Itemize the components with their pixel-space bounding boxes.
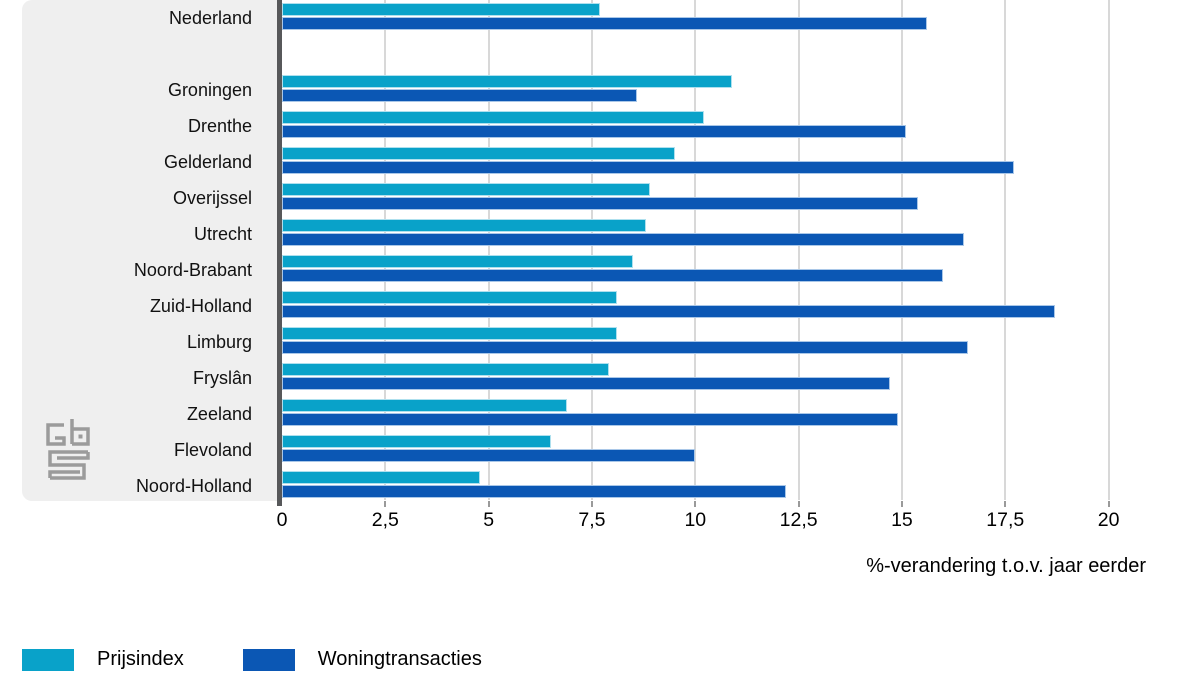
bar-woningtransacties-limburg: [282, 341, 969, 354]
bar-woningtransacties-gelderland: [282, 161, 1014, 174]
category-label: Zeeland: [186, 404, 252, 424]
x-axis-tick-label: 12,5: [779, 509, 818, 531]
category-label: Zuid-Holland: [149, 296, 252, 316]
bar-prijsindex-utrecht: [282, 219, 646, 232]
y-axis-line: [277, 0, 282, 506]
legend-item-prijsindex: Prijsindex: [22, 648, 184, 671]
x-axis-tick: [487, 501, 490, 507]
bar-woningtransacties-drenthe: [282, 125, 907, 138]
bar-prijsindex-drenthe: [282, 111, 704, 124]
x-axis-tick-label: 0: [276, 509, 288, 531]
category-label: Nederland: [168, 8, 252, 28]
x-axis-tick: [900, 501, 903, 507]
gridline: [1004, 0, 1007, 500]
bar-prijsindex-limburg: [282, 327, 617, 340]
x-axis-tick-label: 10: [684, 509, 707, 531]
bar-woningtransacties-fryslân: [282, 377, 890, 390]
x-axis-tick: [1004, 501, 1007, 507]
category-label: Fryslân: [192, 368, 252, 388]
x-axis-tick-label: 20: [1097, 509, 1120, 531]
plot-area: [282, 0, 1150, 500]
x-axis-tick: [694, 501, 697, 507]
gridline: [1107, 0, 1110, 500]
bar-prijsindex-noord-holland: [282, 471, 481, 484]
gridline: [797, 0, 800, 500]
x-axis-tick: [1107, 501, 1110, 507]
legend-label: Prijsindex: [97, 648, 184, 670]
category-label: Flevoland: [173, 440, 252, 460]
x-axis-tick: [590, 501, 593, 507]
category-label: Groningen: [167, 80, 252, 100]
bar-woningtransacties-utrecht: [282, 233, 964, 246]
bar-prijsindex-zuid-holland: [282, 291, 617, 304]
legend: Prijsindex Woningtransacties: [22, 648, 482, 671]
bar-woningtransacties-flevoland: [282, 449, 696, 462]
bar-prijsindex-flevoland: [282, 435, 551, 448]
x-axis-tick-label: 17,5: [986, 509, 1025, 531]
gridline: [694, 0, 697, 500]
prijsindex-swatch-icon: [22, 648, 74, 671]
bar-prijsindex-fryslân: [282, 363, 609, 376]
category-label: Noord-Brabant: [133, 260, 252, 280]
x-axis-tick: [797, 501, 800, 507]
bar-woningtransacties-overijssel: [282, 197, 919, 210]
cbs-logo: [46, 419, 90, 480]
bar-prijsindex-gelderland: [282, 147, 675, 160]
category-label: Utrecht: [193, 224, 252, 244]
bar-prijsindex-groningen: [282, 75, 733, 88]
bar-prijsindex-overijssel: [282, 183, 650, 196]
x-axis-tick: [384, 501, 387, 507]
bar-prijsindex-noord-brabant: [282, 255, 634, 268]
category-label: Drenthe: [187, 116, 252, 136]
gridline: [384, 0, 387, 500]
bar-woningtransacties-nederland: [282, 17, 927, 30]
x-axis-title: %-verandering t.o.v. jaar eerder: [866, 555, 1146, 577]
legend-label: Woningtransacties: [317, 648, 482, 670]
bar-woningtransacties-zeeland: [282, 413, 898, 426]
bar-prijsindex-zeeland: [282, 399, 568, 412]
legend-item-woningtransacties: Woningtransacties: [242, 648, 482, 671]
bar-woningtransacties-noord-brabant: [282, 269, 944, 282]
x-axis-tick-label: 5: [483, 509, 495, 531]
x-axis-tick-label: 2,5: [371, 509, 399, 531]
x-axis-tick-label: 15: [891, 509, 913, 531]
bar-woningtransacties-zuid-holland: [282, 305, 1055, 318]
category-sidebar: Nederland Groningen Drenthe Gelderland Overi…: [22, 0, 277, 501]
category-label: Limburg: [186, 332, 252, 352]
gridline: [487, 0, 490, 500]
woningtransacties-swatch-icon: [242, 648, 295, 671]
category-label: Overijssel: [172, 188, 252, 208]
bar-woningtransacties-groningen: [282, 89, 638, 102]
gridline: [590, 0, 593, 500]
category-label: Gelderland: [163, 152, 252, 172]
category-label: Noord-Holland: [135, 476, 252, 496]
bar-prijsindex-nederland: [282, 3, 601, 16]
bar-woningtransacties-noord-holland: [282, 485, 787, 498]
gridline: [900, 0, 903, 500]
x-axis-tick-label: 7,5: [578, 509, 606, 531]
